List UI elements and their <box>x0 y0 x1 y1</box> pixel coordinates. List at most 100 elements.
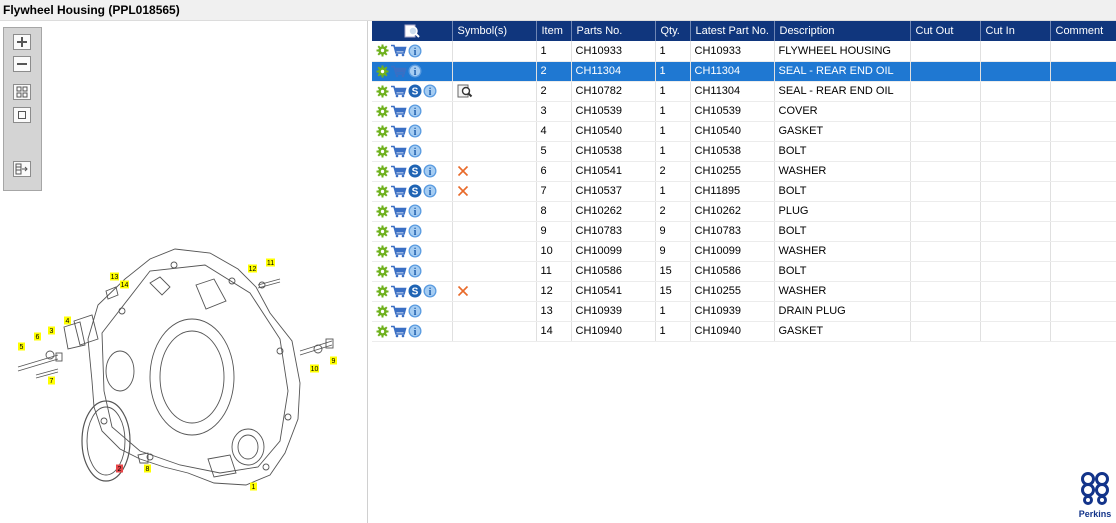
cart-icon[interactable] <box>390 225 407 238</box>
cart-icon[interactable] <box>390 105 407 118</box>
table-row[interactable]: i 13 CH10939 1 CH10939 DRAIN PLUG <box>372 301 1116 322</box>
gear-icon[interactable] <box>376 44 389 57</box>
flywheel-housing-outline <box>87 248 301 486</box>
info-icon[interactable]: i <box>408 244 422 258</box>
svg-text:i: i <box>414 207 417 218</box>
cart-icon[interactable] <box>390 265 407 278</box>
fit-all-button[interactable] <box>13 84 31 100</box>
table-row[interactable]: i 1 CH10933 1 CH10933 FLYWHEEL HOUSING <box>372 41 1116 62</box>
table-row[interactable]: i 3 CH10539 1 CH10539 COVER <box>372 101 1116 122</box>
gear-icon[interactable] <box>376 285 389 298</box>
cart-icon[interactable] <box>390 125 407 138</box>
svg-text:i: i <box>414 47 417 58</box>
table-row[interactable]: i 11 CH10586 15 CH10586 BOLT <box>372 261 1116 282</box>
cart-icon[interactable] <box>390 185 407 198</box>
column-header-tools[interactable] <box>372 21 453 41</box>
callout-13[interactable]: 13 <box>110 272 119 282</box>
cart-icon[interactable] <box>390 245 407 258</box>
fit-window-button[interactable] <box>13 107 31 123</box>
info-icon[interactable]: i <box>408 264 422 278</box>
gear-icon[interactable] <box>376 225 389 238</box>
search-sheet-icon[interactable] <box>457 84 473 98</box>
column-header[interactable]: Latest Part No. <box>690 21 775 41</box>
gear-icon[interactable] <box>376 305 389 318</box>
gear-icon[interactable] <box>376 205 389 218</box>
info-icon[interactable]: i <box>408 64 422 78</box>
callout-12[interactable]: 12 <box>248 264 257 274</box>
callout-4[interactable]: 4 <box>64 316 71 326</box>
info-icon[interactable]: i <box>423 184 437 198</box>
callout-5[interactable]: 5 <box>18 342 25 352</box>
cart-icon[interactable] <box>390 305 407 318</box>
callout-8[interactable]: 8 <box>144 464 151 474</box>
gear-icon[interactable] <box>376 145 389 158</box>
supersession-icon[interactable]: S <box>408 164 422 178</box>
export-button[interactable] <box>13 161 31 177</box>
column-header[interactable]: Description <box>774 21 911 41</box>
column-header[interactable]: Item <box>536 21 572 41</box>
gear-icon[interactable] <box>376 105 389 118</box>
supersession-icon[interactable]: S <box>408 284 422 298</box>
search-parts-icon[interactable] <box>404 24 420 38</box>
gear-icon[interactable] <box>376 325 389 338</box>
gear-icon[interactable] <box>376 185 389 198</box>
column-header[interactable]: Parts No. <box>571 21 656 41</box>
callout-2[interactable]: 2 <box>116 464 123 474</box>
cart-icon[interactable] <box>390 325 407 338</box>
supersession-icon[interactable]: S <box>408 184 422 198</box>
table-row[interactable]: i 9 CH10783 9 CH10783 BOLT <box>372 221 1116 242</box>
gear-icon[interactable] <box>376 165 389 178</box>
info-icon[interactable]: i <box>408 124 422 138</box>
info-icon[interactable]: i <box>408 44 422 58</box>
callout-3[interactable]: 3 <box>48 326 55 336</box>
supersession-icon[interactable]: S <box>408 84 422 98</box>
column-header[interactable]: Symbol(s) <box>452 21 537 41</box>
zoom-out-button[interactable] <box>13 56 31 72</box>
zoom-in-button[interactable] <box>13 34 31 50</box>
table-row[interactable]: i 8 CH10262 2 CH10262 PLUG <box>372 201 1116 222</box>
table-row[interactable]: i 5 CH10538 1 CH10538 BOLT <box>372 141 1116 162</box>
info-icon[interactable]: i <box>408 224 422 238</box>
info-icon[interactable]: i <box>408 304 422 318</box>
callout-9[interactable]: 9 <box>330 356 337 366</box>
column-header[interactable]: Qty. <box>655 21 691 41</box>
column-header[interactable]: Cut In <box>980 21 1051 41</box>
gear-icon[interactable] <box>376 265 389 278</box>
column-header[interactable]: Comment <box>1050 21 1116 41</box>
table-row[interactable]: i 4 CH10540 1 CH10540 GASKET <box>372 121 1116 142</box>
cart-icon[interactable] <box>390 65 407 78</box>
symbol-cell <box>452 201 537 222</box>
callout-6[interactable]: 6 <box>34 332 41 342</box>
info-icon[interactable]: i <box>423 164 437 178</box>
info-icon[interactable]: i <box>408 104 422 118</box>
callout-14[interactable]: 14 <box>120 280 129 290</box>
info-icon[interactable]: i <box>423 84 437 98</box>
info-icon[interactable]: i <box>408 144 422 158</box>
info-icon[interactable]: i <box>408 324 422 338</box>
callout-11[interactable]: 11 <box>266 258 275 268</box>
callout-10[interactable]: 10 <box>310 364 319 374</box>
cart-icon[interactable] <box>390 145 407 158</box>
gear-icon[interactable] <box>376 125 389 138</box>
gear-icon[interactable] <box>376 65 389 78</box>
callout-1[interactable]: 1 <box>250 482 257 492</box>
cart-icon[interactable] <box>390 165 407 178</box>
table-row[interactable]: i 10 CH10099 9 CH10099 WASHER <box>372 241 1116 262</box>
gear-icon[interactable] <box>376 245 389 258</box>
column-header[interactable]: Cut Out <box>910 21 981 41</box>
cart-icon[interactable] <box>390 205 407 218</box>
table-row[interactable]: i 14 CH10940 1 CH10940 GASKET <box>372 321 1116 342</box>
gear-icon[interactable] <box>376 85 389 98</box>
cart-icon[interactable] <box>390 285 407 298</box>
cart-icon[interactable] <box>390 44 407 57</box>
cart-icon[interactable] <box>390 85 407 98</box>
info-icon[interactable]: i <box>408 204 422 218</box>
info-icon[interactable]: i <box>423 284 437 298</box>
table-row[interactable]: i 2 CH11304 1 CH11304 SEAL - REAR END OIL <box>372 61 1116 82</box>
callout-7[interactable]: 7 <box>48 376 55 386</box>
